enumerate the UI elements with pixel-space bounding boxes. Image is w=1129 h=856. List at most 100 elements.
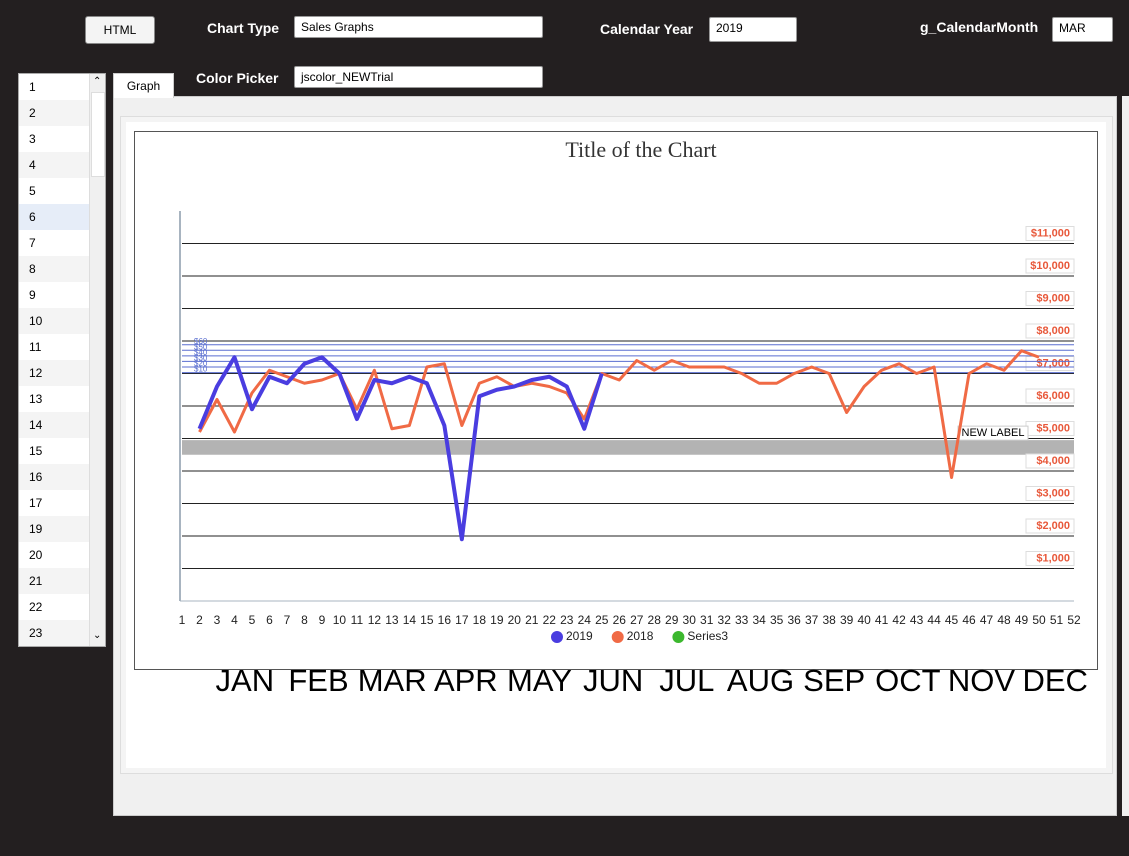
x-tick-label: 24 (578, 613, 592, 627)
list-item[interactable]: 4 (19, 152, 89, 178)
list-item[interactable]: 13 (19, 386, 89, 412)
x-tick-label: 19 (490, 613, 504, 627)
x-tick-label: 41 (875, 613, 889, 627)
x-tick-label: 51 (1050, 613, 1064, 627)
x-tick-label: 6 (266, 613, 273, 627)
scroll-down[interactable]: ⌄ (93, 630, 102, 641)
y2-tick-label: $40 (194, 348, 208, 357)
list-item[interactable]: 8 (19, 256, 89, 282)
y-tick-label: $2,000 (1036, 520, 1070, 532)
y-tick-label: $4,000 (1036, 455, 1070, 467)
y2-tick-label: $50 (194, 342, 208, 351)
month-input[interactable]: MAR (1052, 17, 1113, 42)
list-item[interactable]: 21 (19, 568, 89, 594)
chart-type-input[interactable]: Sales Graphs (294, 16, 543, 38)
x-tick-label: 22 (543, 613, 557, 627)
x-tick-label: 43 (910, 613, 924, 627)
x-tick-label: 27 (630, 613, 644, 627)
tick-label-box (1025, 226, 1075, 241)
x-tick-label: 49 (1015, 613, 1029, 627)
legend-marker (611, 631, 624, 643)
legend-label: 2018 (627, 629, 654, 643)
html-button[interactable]: HTML (85, 16, 155, 44)
band (182, 440, 1074, 455)
month-label: JUL (659, 663, 714, 698)
list-item[interactable]: 11 (19, 334, 89, 360)
year-input[interactable]: 2019 (709, 17, 797, 42)
x-tick-label: 36 (787, 613, 801, 627)
list-item[interactable]: 14 (19, 412, 89, 438)
x-tick-label: 15 (420, 613, 434, 627)
scroll-thumb[interactable] (91, 92, 105, 177)
month-label: DEC (1022, 663, 1087, 698)
x-tick-label: 20 (508, 613, 522, 627)
month-label: MAR (358, 663, 427, 698)
month-label: SEP (803, 663, 865, 698)
x-tick-label: 35 (770, 613, 784, 627)
list-item[interactable]: 7 (19, 230, 89, 256)
series-line (198, 349, 1040, 479)
x-tick-label: 26 (613, 613, 627, 627)
x-tick-label: 44 (927, 613, 941, 627)
y-tick-label: $7,000 (1036, 357, 1070, 369)
x-tick-label: 29 (665, 613, 679, 627)
chart-border (134, 131, 1098, 670)
y-tick-label: $8,000 (1036, 325, 1070, 337)
y2-tick-label: $60 (194, 337, 208, 346)
x-tick-label: 18 (473, 613, 487, 627)
x-tick-label: 39 (840, 613, 854, 627)
x-tick-label: 40 (857, 613, 871, 627)
side-panel (1122, 96, 1129, 816)
x-tick-label: 8 (301, 613, 308, 627)
list-item[interactable]: 22 (19, 594, 89, 620)
month-label: MAY (507, 663, 572, 698)
year-label: Calendar Year (600, 21, 694, 37)
list-item[interactable]: 23 (19, 620, 89, 646)
tick-label-box (1025, 551, 1075, 566)
tick-label-box (1025, 388, 1075, 404)
month-label: APR (434, 663, 498, 698)
list-item[interactable]: 15 (19, 438, 89, 464)
month-label: AUG (727, 663, 794, 698)
y2-tick-label: $20 (194, 359, 208, 368)
x-tick-label: 3 (214, 613, 221, 627)
y-tick-label: $3,000 (1036, 487, 1070, 499)
list-item[interactable]: 16 (19, 464, 89, 490)
x-tick-label: 30 (683, 613, 697, 627)
tick-label-box (1025, 453, 1075, 469)
x-tick-label: 17 (455, 613, 469, 627)
x-tick-label: 1 (179, 613, 186, 627)
x-tick-label: 21 (525, 613, 539, 627)
list-item[interactable]: 12 (19, 360, 89, 386)
month-label: FEB (288, 663, 348, 698)
list-item[interactable]: 5 (19, 178, 89, 204)
x-tick-label: 37 (805, 613, 819, 627)
x-tick-label: 50 (1032, 613, 1046, 627)
legend-label: Series3 (687, 629, 728, 643)
x-tick-label: 9 (319, 613, 326, 627)
list-item[interactable]: 17 (19, 490, 89, 516)
x-tick-label: 25 (595, 613, 609, 627)
scroll-up[interactable]: ⌃ (93, 76, 102, 87)
list-item[interactable]: 20 (19, 542, 89, 568)
week-list: 23 22 21 20 19 17 16 15 14 13 12 11 10 9 8 7 6 5 4 3 2 1 ⌃ ⌄ (18, 73, 106, 647)
x-tick-label: 47 (980, 613, 994, 627)
month-label: g_CalendarMonth (920, 19, 1039, 35)
x-tick-label: 34 (752, 613, 766, 627)
list-item[interactable]: 10 (19, 308, 89, 334)
x-tick-label: 32 (718, 613, 732, 627)
list-item[interactable]: 9 (19, 282, 89, 308)
color-picker-label: Color Picker (196, 70, 279, 86)
list-item[interactable]: 6 (19, 204, 89, 230)
list-item[interactable]: 2 (19, 100, 89, 126)
x-tick-label: 52 (1067, 613, 1081, 627)
list-item[interactable]: 1 (19, 74, 89, 100)
color-picker-input[interactable]: jscolor_NEWTrial (294, 66, 543, 88)
list-item[interactable]: 3 (19, 126, 89, 152)
x-tick-label: 7 (284, 613, 291, 627)
list-item[interactable]: 19 (19, 516, 89, 542)
graph-tab[interactable]: Graph (113, 73, 174, 98)
scrollbar[interactable]: ⌃ ⌄ (89, 74, 105, 646)
x-tick-label: 28 (648, 613, 662, 627)
